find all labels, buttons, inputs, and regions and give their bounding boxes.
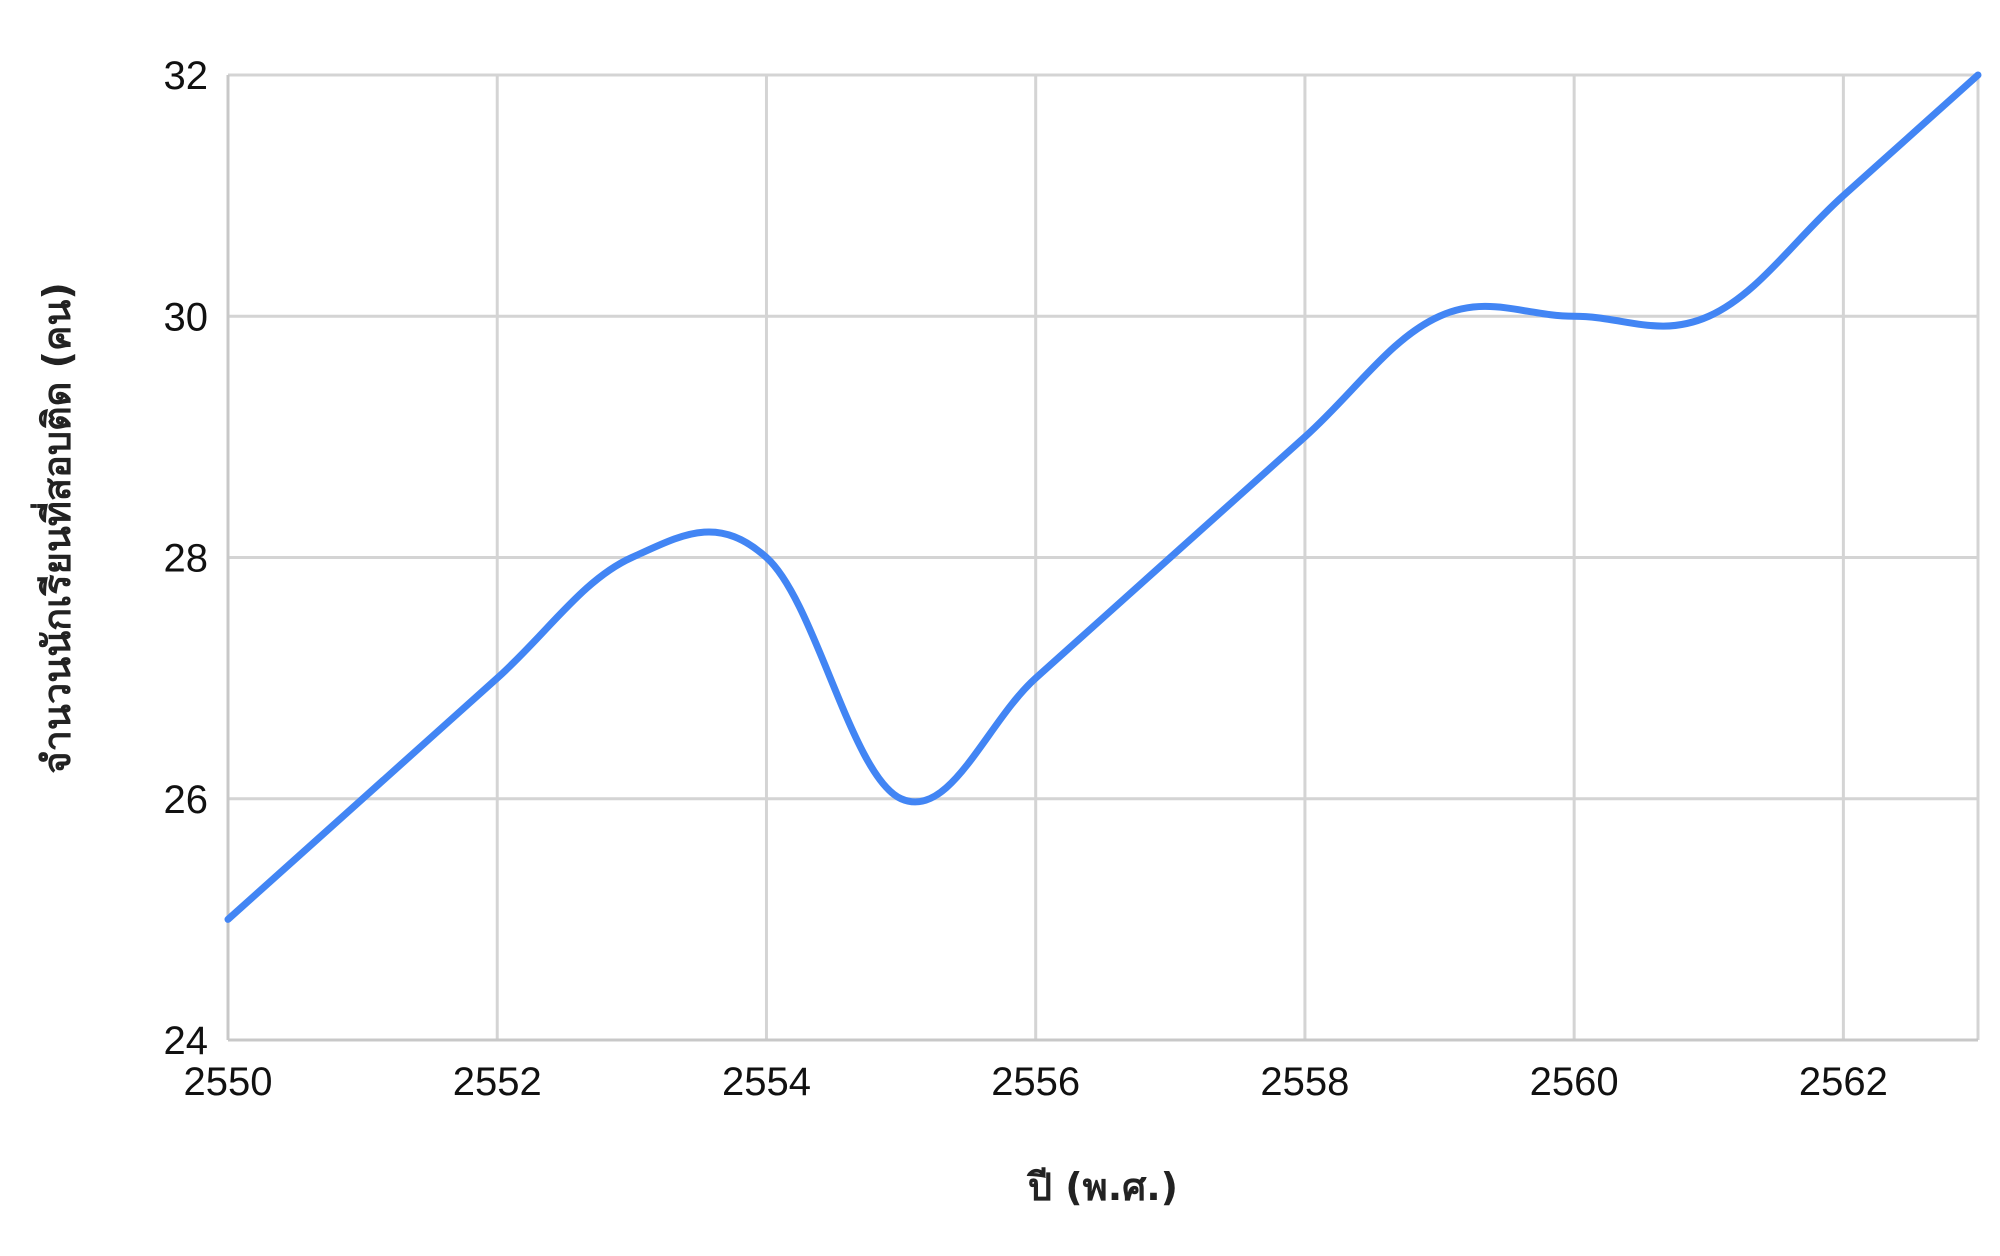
x-tick-label: 2560	[1530, 1060, 1619, 1104]
plot-area	[224, 71, 1982, 923]
x-tick-label: 2550	[184, 1060, 273, 1104]
y-tick-label: 30	[164, 295, 209, 339]
y-axis-title: จำนวนนักเรียนที่สอบติด (คน)	[30, 282, 79, 773]
x-tick-label: 2556	[991, 1060, 1080, 1104]
x-tick-label: 2554	[722, 1060, 811, 1104]
x-tick-label: 2558	[1260, 1060, 1349, 1104]
y-tick-label: 28	[164, 537, 209, 581]
axes	[226, 75, 1978, 1042]
y-tick-label: 26	[164, 778, 209, 822]
tick-labels: 2550 2552 2554 2556 2558 2560 2562 24 26 28 30 32	[164, 54, 1888, 1104]
y-tick-label: 24	[164, 1019, 209, 1063]
grid	[226, 73, 1980, 1042]
y-tick-label: 32	[164, 54, 209, 98]
x-tick-label: 2552	[453, 1060, 542, 1104]
x-axis-title: ปี (พ.ศ.)	[1026, 1165, 1178, 1209]
x-tick-label: 2562	[1799, 1060, 1888, 1104]
series-line	[224, 71, 1982, 923]
